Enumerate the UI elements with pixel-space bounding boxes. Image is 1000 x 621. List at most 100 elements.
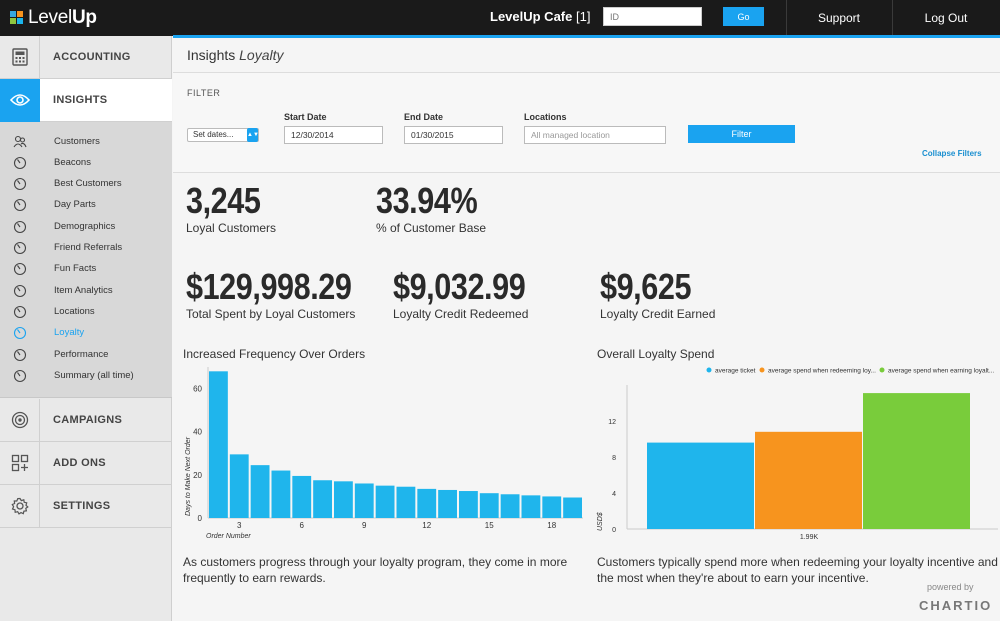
y-tick-label: 4	[612, 491, 616, 498]
metric-value: 33.94%	[376, 180, 478, 221]
metric-value: $9,625	[600, 266, 692, 307]
subnav-item-locations[interactable]: Locations	[0, 301, 172, 322]
insights-subnav: Customers Beacons Best Customers Day Par…	[0, 122, 172, 398]
subnav-item-performance[interactable]: Performance	[0, 344, 172, 365]
y-tick-label: 40	[193, 428, 202, 437]
y-tick-label: 0	[198, 514, 203, 523]
sidebar-item-campaigns[interactable]: CAMPAIGNS	[0, 398, 172, 442]
subnav-item-friend-referrals[interactable]: Friend Referrals	[0, 237, 172, 258]
powered-by-label: powered by	[927, 582, 974, 592]
subnav-item-customers[interactable]: Customers	[0, 131, 172, 152]
gauge-icon	[0, 220, 40, 234]
x-tick-label: 12	[422, 521, 431, 530]
sidebar-item-insights[interactable]: INSIGHTS	[0, 78, 172, 122]
sidebar-item-accounting[interactable]: ACCOUNTING	[0, 35, 172, 79]
filter-panel	[173, 73, 1000, 173]
metric-label: Loyalty Credit Earned	[600, 307, 716, 321]
date-preset-select[interactable]: Set dates... ▲▼	[187, 128, 259, 142]
logo-text: LevelUp	[28, 7, 97, 28]
bar	[250, 465, 270, 518]
metric-value: 3,245	[186, 180, 261, 221]
end-date-input[interactable]: 01/30/2015	[404, 126, 503, 144]
grid-icon	[0, 441, 40, 485]
sidebar-item-label: ACCOUNTING	[53, 51, 131, 63]
subnav-label: Beacons	[54, 157, 91, 168]
id-input[interactable]	[603, 7, 702, 26]
subnav-item-beacons[interactable]: Beacons	[0, 152, 172, 173]
y-tick-label: 0	[612, 527, 616, 534]
frequency-caption: As customers progress through your loyal…	[183, 555, 568, 585]
loyalty-spend-chart-title: Overall Loyalty Spend	[597, 347, 715, 361]
gauge-icon	[0, 348, 40, 362]
metric-label: Loyal Customers	[186, 221, 277, 235]
legend-swatch	[759, 367, 765, 373]
bar	[354, 483, 374, 518]
sidebar: ACCOUNTING INSIGHTS Customers Beacons Be…	[0, 35, 172, 621]
people-icon	[0, 135, 40, 149]
subnav-item-item-analytics[interactable]: Item Analytics	[0, 280, 172, 301]
levelup-logo[interactable]: LevelUp	[10, 7, 97, 29]
x-tick-label: 9	[362, 521, 367, 530]
bar	[479, 493, 499, 518]
bar	[334, 481, 353, 518]
y-tick-label: 60	[193, 385, 202, 394]
legend-label: average ticket	[715, 368, 756, 375]
subnav-item-demographics[interactable]: Demographics	[0, 216, 172, 237]
bar	[647, 442, 754, 529]
legend-label: average spend when earning loyalt...	[888, 368, 994, 375]
metric-label: Loyalty Credit Redeemed	[393, 307, 529, 321]
subnav-label: Fun Facts	[54, 263, 97, 274]
loyalty-spend-bar-chart: 0 4 8 12 1.99K USD$ average ticket average spen…	[597, 367, 998, 541]
bar	[563, 497, 582, 518]
bar	[396, 486, 416, 518]
subnav-item-best-customers[interactable]: Best Customers	[0, 173, 172, 194]
subnav-label: Day Parts	[54, 199, 96, 210]
bar	[271, 470, 291, 518]
bar	[417, 488, 437, 518]
chartio-logo[interactable]: CHARTIO	[919, 598, 993, 613]
support-link[interactable]: Support	[817, 11, 861, 25]
bar	[500, 494, 520, 518]
divider	[173, 72, 1000, 73]
go-button[interactable]: Go	[723, 7, 764, 26]
y-axis-label: Days to Make Next Order	[185, 436, 192, 516]
y-tick-label: 20	[193, 471, 202, 480]
sidebar-item-settings[interactable]: SETTINGS	[0, 484, 172, 528]
top-bar: LevelUp LevelUp Cafe [1] Go Support Log …	[0, 0, 1000, 36]
gauge-icon	[0, 305, 40, 319]
subnav-item-fun-facts[interactable]: Fun Facts	[0, 258, 172, 279]
sidebar-item-add-ons[interactable]: ADD ONS	[0, 441, 172, 485]
chevron-updown-icon: ▲▼	[247, 128, 259, 142]
page-title: Insights Loyalty	[187, 47, 284, 63]
bar	[313, 480, 332, 518]
subnav-item-day-parts[interactable]: Day Parts	[0, 194, 172, 215]
locations-input[interactable]: All managed location	[524, 126, 666, 144]
end-date-label: End Date	[404, 112, 444, 122]
subnav-label: Demographics	[54, 221, 116, 232]
subnav-label: Best Customers	[54, 178, 122, 189]
subnav-label: Loyalty	[54, 327, 85, 338]
subnav-label: Locations	[54, 306, 95, 317]
x-tick-label: 1.99K	[800, 534, 819, 541]
sidebar-item-label: INSIGHTS	[53, 94, 108, 106]
collapse-filters-link[interactable]: Collapse Filters	[922, 149, 982, 158]
logout-link[interactable]: Log Out	[924, 11, 968, 25]
bar	[229, 454, 249, 518]
sidebar-item-label: CAMPAIGNS	[53, 414, 123, 426]
gauge-icon	[0, 326, 40, 340]
subnav-item-loyalty[interactable]: Loyalty	[0, 322, 172, 343]
frequency-bar-chart: 0 20 40 60 3 6 9 12 15 18 Order Number Days to Make…	[185, 367, 583, 540]
y-axis-label: USD$	[597, 512, 604, 531]
start-date-label: Start Date	[284, 112, 327, 122]
subnav-item-summary[interactable]: Summary (all time)	[0, 365, 172, 386]
filter-button[interactable]: Filter	[688, 125, 795, 143]
y-tick-label: 12	[608, 419, 616, 426]
calculator-icon	[0, 35, 40, 79]
gauge-icon	[0, 262, 40, 276]
filter-heading: FILTER	[187, 88, 221, 98]
legend-label: average spend when redeeming loy...	[768, 368, 876, 375]
x-tick-label: 15	[485, 521, 494, 530]
metric-value: $9,032.99	[393, 266, 526, 307]
gauge-icon	[0, 284, 40, 298]
start-date-input[interactable]: 12/30/2014	[284, 126, 383, 144]
